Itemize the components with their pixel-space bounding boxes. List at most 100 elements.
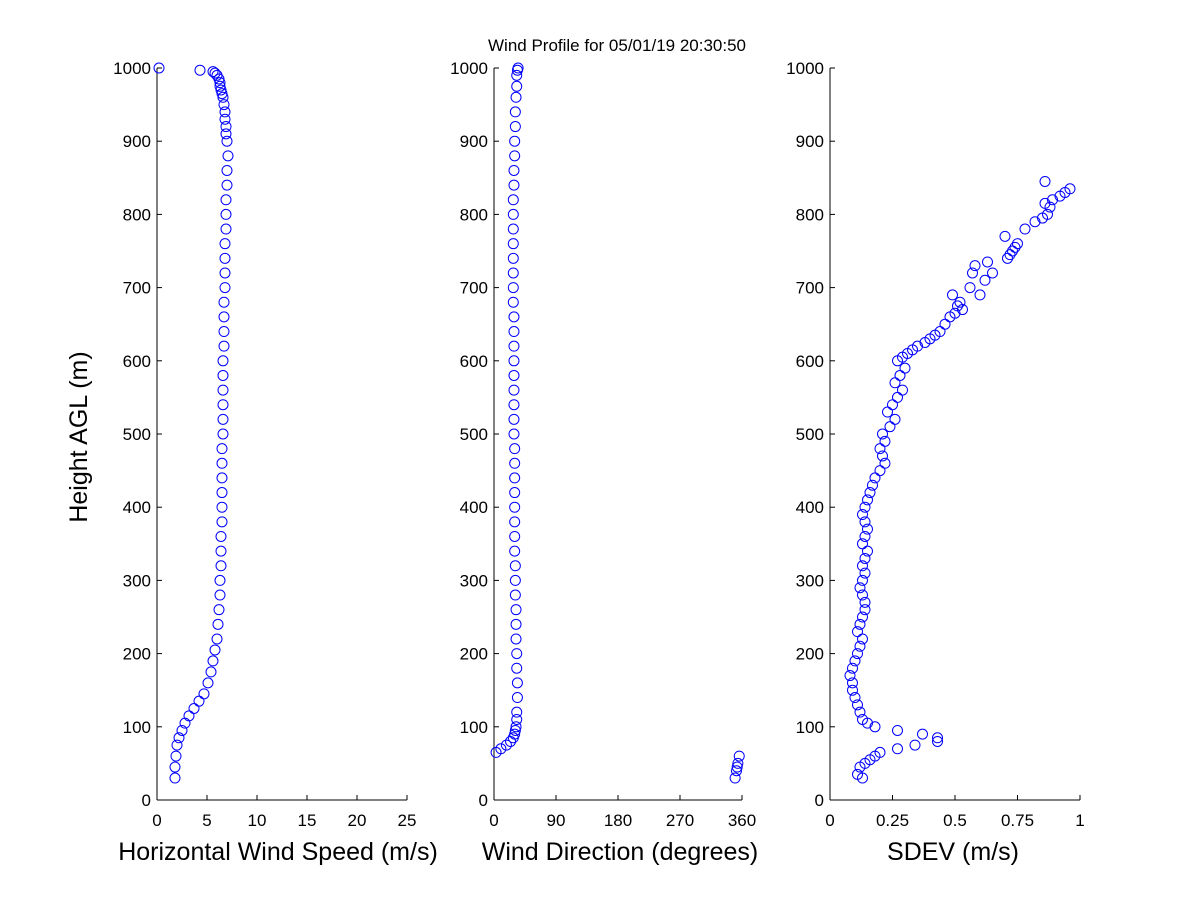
x-tick-label: 90: [547, 811, 566, 830]
data-point: [509, 560, 521, 572]
data-point: [509, 589, 521, 601]
data-point: [216, 443, 228, 455]
data-point: [510, 721, 522, 733]
data-point: [183, 710, 195, 722]
data-point: [509, 106, 521, 118]
data-point: [857, 560, 868, 572]
data-point: [854, 640, 866, 652]
data-point: [213, 604, 225, 616]
data-point: [847, 684, 858, 696]
data-point: [869, 721, 881, 733]
data-point: [854, 618, 866, 630]
data-point: [509, 150, 521, 162]
chart-title: Wind Profile for 05/01/19 20:30:50: [488, 36, 746, 55]
data-point: [852, 626, 863, 638]
y-tick-label: 0: [815, 791, 824, 810]
data-point: [859, 530, 871, 542]
data-point: [849, 655, 861, 667]
data-point: [511, 713, 523, 725]
y-tick-label: 1000: [450, 59, 488, 78]
y-tick-label: 800: [123, 205, 151, 224]
data-point: [193, 695, 205, 707]
data-point: [507, 194, 519, 206]
data-point: [510, 604, 522, 616]
y-tick-label: 800: [460, 205, 488, 224]
x-tick-label: 0: [152, 811, 161, 830]
data-point: [730, 765, 742, 777]
data-point: [215, 545, 227, 557]
data-point: [509, 728, 521, 740]
x-tick-label: 5: [202, 811, 211, 830]
data-point: [874, 443, 886, 455]
data-point: [220, 208, 232, 220]
data-point: [507, 238, 519, 250]
data-point: [894, 369, 906, 381]
data-point: [874, 465, 886, 477]
data-point: [509, 472, 521, 484]
data-point: [216, 457, 228, 469]
data-point: [847, 662, 858, 674]
data-point: [211, 69, 223, 81]
data-point: [979, 274, 991, 286]
data-point: [508, 384, 520, 396]
data-point: [859, 552, 871, 564]
data-point: [512, 62, 524, 74]
data-point: [219, 113, 231, 125]
x-tick-label: 270: [666, 811, 694, 830]
data-point: [188, 703, 200, 714]
data-point: [507, 223, 519, 235]
data-point: [849, 692, 861, 704]
data-point: [729, 772, 741, 784]
data-point: [507, 267, 519, 279]
data-point: [987, 267, 998, 279]
data-point: [857, 538, 868, 550]
y-tick-label: 100: [123, 718, 151, 737]
data-point: [1004, 249, 1016, 261]
y-tick-label: 100: [796, 718, 824, 737]
data-point: [507, 296, 519, 308]
data-point: [932, 732, 943, 744]
y-tick-label: 100: [460, 718, 488, 737]
data-point: [508, 428, 520, 440]
data-point: [887, 399, 898, 411]
y-tick-label: 600: [123, 352, 151, 371]
y-tick-label: 400: [460, 498, 488, 517]
data-point: [511, 69, 523, 81]
data-point: [859, 501, 871, 513]
data-point: [852, 699, 863, 711]
panel-sdev: 0 100 200 300 400 500 600 700 800 900 1000 0 0.25 0.5…: [786, 59, 1085, 866]
data-point: [169, 761, 181, 773]
data-point: [877, 428, 888, 440]
data-point: [509, 487, 521, 499]
y-tick-label: 500: [460, 425, 488, 444]
y-tick-label: 900: [460, 132, 488, 151]
data-point: [207, 655, 219, 667]
y-tick-label: 600: [796, 352, 824, 371]
data-point: [509, 516, 521, 528]
y-tick-label: 300: [460, 571, 488, 590]
data-point: [1039, 175, 1051, 187]
y-tick-label: 500: [796, 425, 824, 444]
data-point: [932, 735, 943, 747]
data-point: [864, 487, 876, 499]
x-tick-label: 180: [604, 811, 632, 830]
data-point: [217, 399, 229, 411]
x-tick-label: 1: [1075, 811, 1084, 830]
data-point: [495, 743, 507, 755]
data-point: [859, 596, 871, 608]
data-point: [844, 670, 856, 682]
data-point: [212, 618, 224, 630]
data-point: [1012, 238, 1023, 250]
y-tick-label: 400: [123, 498, 151, 517]
data-point: [732, 757, 744, 769]
data-point: [854, 582, 866, 594]
data-point: [939, 318, 951, 330]
data-point: [215, 560, 227, 572]
data-point: [219, 267, 231, 279]
data-point: [1009, 241, 1021, 253]
data-point: [899, 362, 911, 374]
data-point: [219, 238, 231, 250]
y-tick-label: 200: [123, 645, 151, 664]
data-point: [859, 516, 871, 528]
data-point: [947, 289, 958, 301]
